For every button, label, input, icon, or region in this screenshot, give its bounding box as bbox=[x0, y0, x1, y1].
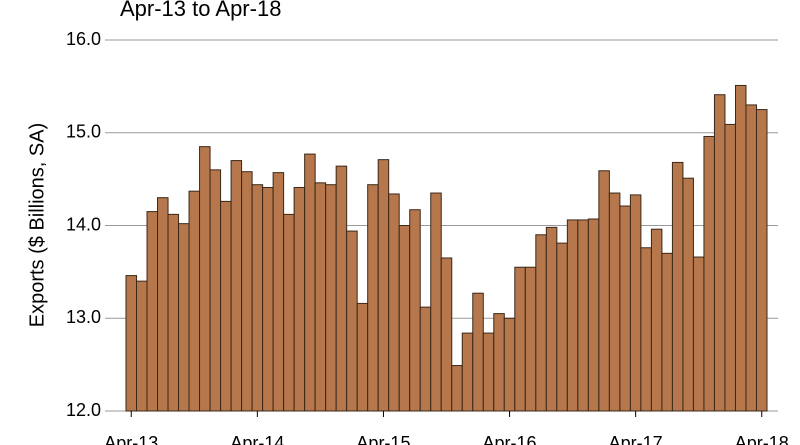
x-tick-label: Apr-17 bbox=[609, 433, 663, 445]
bar bbox=[230, 160, 243, 412]
bar bbox=[587, 218, 600, 412]
bar bbox=[514, 266, 526, 412]
x-tick-label: Apr-18 bbox=[735, 433, 789, 445]
bar bbox=[503, 317, 516, 412]
x-tick-label: Apr-13 bbox=[104, 433, 158, 445]
y-axis-label: Exports ($ Billions, SA) bbox=[26, 123, 48, 328]
bar bbox=[671, 161, 684, 412]
bar bbox=[388, 193, 400, 412]
bar bbox=[556, 242, 568, 412]
y-tick-label: 15.0 bbox=[66, 122, 101, 142]
bar bbox=[713, 94, 726, 412]
x-tick-label: Apr-15 bbox=[356, 433, 410, 445]
bar bbox=[356, 302, 369, 412]
bar bbox=[241, 171, 253, 412]
bar bbox=[535, 234, 547, 412]
y-tick-label: 16.0 bbox=[66, 29, 101, 49]
bar bbox=[545, 226, 558, 412]
bar bbox=[251, 184, 264, 412]
bar bbox=[608, 192, 621, 412]
bar bbox=[755, 109, 768, 412]
bar bbox=[157, 197, 169, 412]
bar bbox=[472, 292, 484, 412]
bar bbox=[325, 184, 337, 412]
bar bbox=[482, 332, 495, 412]
bar bbox=[734, 84, 747, 412]
bar bbox=[209, 169, 222, 412]
bar bbox=[430, 192, 442, 412]
bar bbox=[577, 219, 589, 412]
chart-title: Apr-13 to Apr-18 bbox=[120, 0, 281, 21]
bar bbox=[335, 165, 348, 412]
bar bbox=[262, 186, 274, 412]
bar bbox=[220, 200, 232, 412]
bar bbox=[650, 228, 663, 412]
y-tick-label: 14.0 bbox=[66, 214, 101, 234]
bar bbox=[566, 219, 579, 412]
bar bbox=[629, 194, 642, 412]
y-tick-label: 12.0 bbox=[66, 400, 101, 420]
x-tick-label: Apr-14 bbox=[230, 433, 284, 445]
y-tick-label: 13.0 bbox=[66, 307, 101, 327]
bar bbox=[377, 159, 390, 412]
bar bbox=[682, 177, 694, 412]
bar bbox=[178, 223, 190, 412]
bar bbox=[136, 280, 148, 412]
bar bbox=[692, 256, 705, 412]
bar bbox=[146, 211, 159, 412]
bar bbox=[493, 313, 505, 412]
bar bbox=[461, 332, 474, 412]
bar bbox=[304, 153, 316, 412]
bar bbox=[367, 184, 379, 412]
bar bbox=[409, 209, 421, 412]
bar bbox=[188, 190, 201, 412]
bar bbox=[619, 205, 631, 412]
bar bbox=[283, 213, 295, 412]
bar bbox=[640, 247, 652, 412]
bar bbox=[167, 213, 180, 412]
bar bbox=[272, 172, 285, 412]
bar bbox=[703, 135, 715, 412]
bar bbox=[346, 230, 358, 412]
bar bbox=[314, 182, 327, 412]
bar bbox=[745, 104, 757, 412]
bar bbox=[199, 146, 211, 412]
bar bbox=[125, 275, 138, 412]
bar bbox=[724, 123, 736, 412]
x-tick-label: Apr-16 bbox=[483, 433, 537, 445]
bar bbox=[293, 186, 306, 412]
bar bbox=[419, 306, 432, 412]
bar bbox=[398, 225, 411, 412]
bar bbox=[598, 170, 610, 412]
bar bbox=[661, 252, 673, 412]
bar bbox=[524, 266, 537, 412]
bar bbox=[451, 365, 463, 412]
bar bbox=[440, 257, 453, 412]
